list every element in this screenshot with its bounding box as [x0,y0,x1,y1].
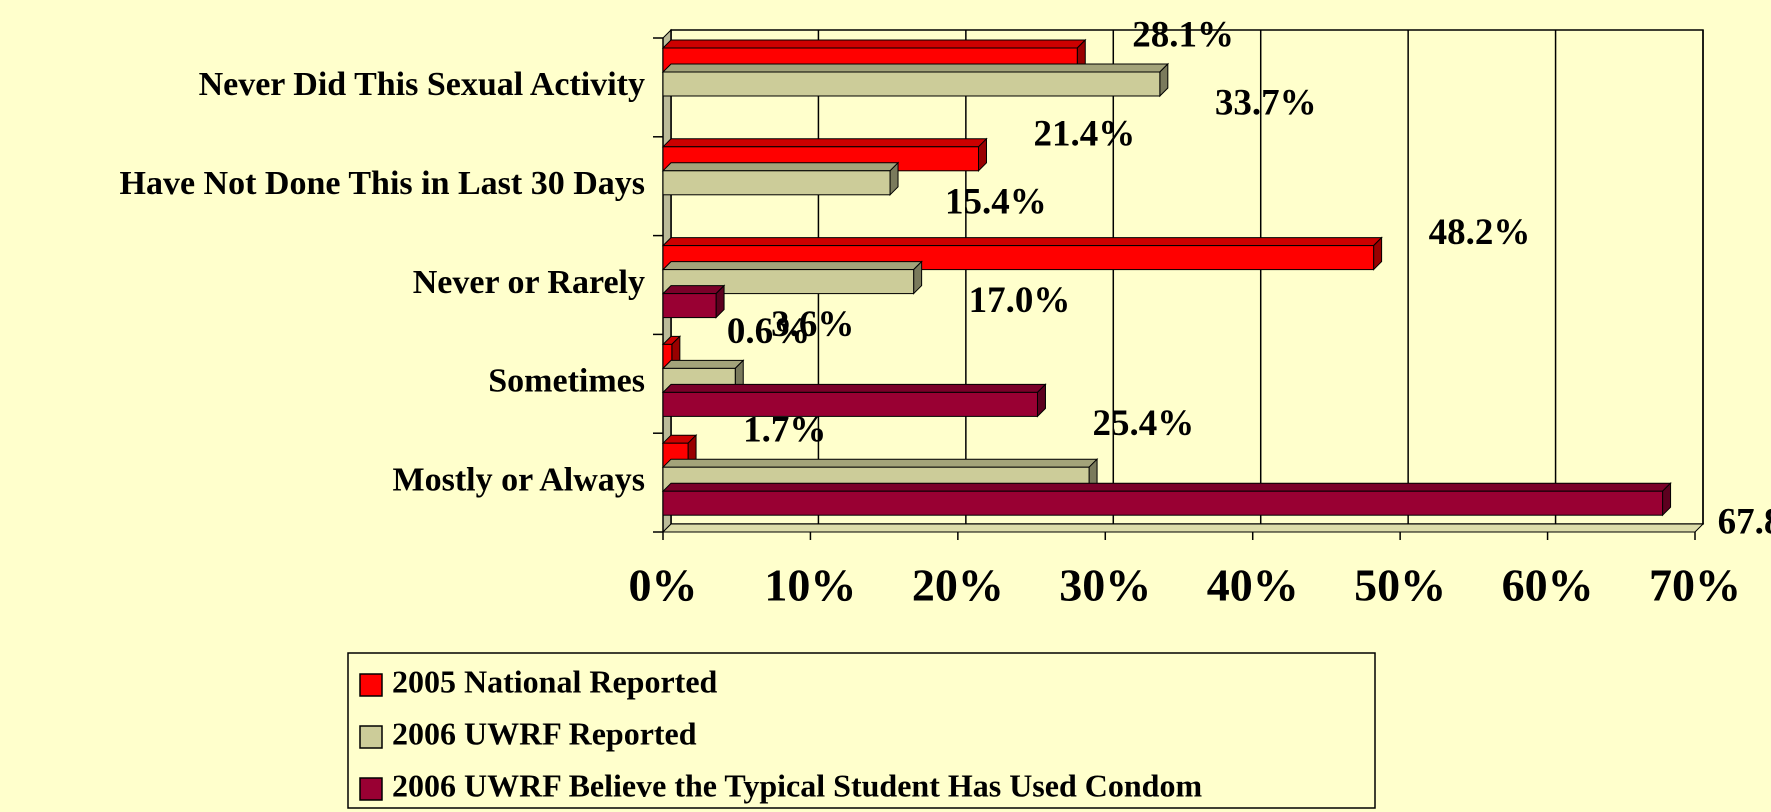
bar [662,293,717,319]
data-label: 17.0% [969,280,1071,321]
bar-top [661,237,1383,247]
legend-swatch [359,725,383,749]
data-label: 28.1% [1132,14,1234,55]
bar [662,170,891,196]
bar [662,490,1664,516]
bar [662,391,1038,417]
legend-label: 2006 UWRF Reported [392,715,697,751]
bar-top [661,482,1672,492]
x-tick-label: 40% [1207,560,1299,611]
bar [662,71,1161,97]
y-tick-label: Have Not Done This in Last 30 Days [120,165,646,202]
legend-swatch [359,673,383,697]
legend-swatch [359,777,383,801]
data-label: 21.4% [1033,113,1135,154]
y-tick-label: Sometimes [488,363,645,400]
x-tick-label: 60% [1502,560,1594,611]
x-tick-label: 0% [629,560,698,611]
x-tick-label: 10% [764,560,856,611]
base [661,523,1705,533]
data-label: 33.7% [1215,82,1317,123]
data-label: 48.2% [1429,212,1531,253]
data-label: 25.4% [1092,403,1194,444]
data-label: 3.6% [771,304,854,345]
data-label: 0.6% [727,311,810,352]
bar-top [661,285,726,295]
bar-top [661,138,988,148]
bar-top [661,458,1099,468]
legend [347,652,1376,809]
x-tick-label: 50% [1354,560,1446,611]
bar-top [661,63,1170,73]
y-tick-label: Never or Rarely [413,264,645,301]
bar-top [661,39,1087,49]
bar-top [661,261,923,271]
legend-label: 2006 UWRF Believe the Typical Student Ha… [392,767,1202,803]
data-label: 1.7% [743,410,826,451]
legend-label: 2005 National Reported [392,663,718,699]
x-tick-label: 20% [912,560,1004,611]
data-label: 67.8% [1718,502,1771,543]
y-tick-label: Never Did This Sexual Activity [199,66,645,103]
data-label: 15.4% [945,181,1047,222]
bar-top [661,383,1047,393]
x-tick-label: 30% [1059,560,1151,611]
bar-top [661,162,900,172]
bar-top [661,359,745,369]
x-tick-label: 70% [1649,560,1741,611]
y-tick-label: Mostly or Always [393,461,645,498]
